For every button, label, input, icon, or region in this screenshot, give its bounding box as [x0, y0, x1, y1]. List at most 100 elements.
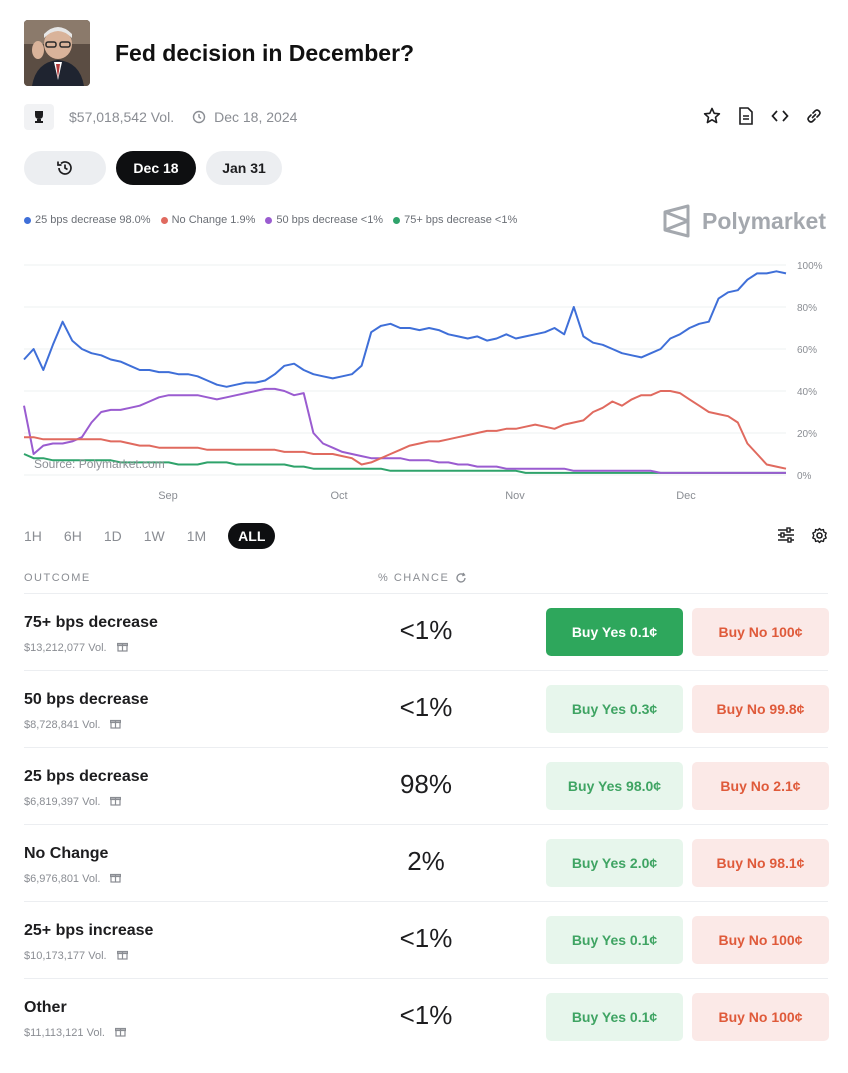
- outcome-volume: $13,212,077 Vol.: [24, 641, 128, 655]
- table-divider: [24, 670, 828, 671]
- document-icon[interactable]: [736, 106, 756, 126]
- outcome-row[interactable]: 25 bps decrease $6,819,397 Vol. 98% Buy …: [24, 748, 829, 824]
- outcome-row[interactable]: 25+ bps increase $10,173,177 Vol. <1% Bu…: [24, 902, 829, 978]
- chance-header-label: % CHANCE: [378, 572, 450, 584]
- refresh-icon[interactable]: [455, 572, 467, 584]
- sliders-icon[interactable]: [777, 527, 795, 549]
- market-title: Fed decision in December?: [115, 39, 415, 66]
- outcome-chance: <1%: [399, 692, 453, 722]
- legend-label: 50 bps decrease <1%: [276, 214, 384, 226]
- legend-label: 25 bps decrease 98.0%: [35, 214, 151, 226]
- legend-item: 25 bps decrease 98.0%: [24, 214, 151, 226]
- price-history-chart: 100% 80% 60% 40% 20% 0% Sep Oct Nov Dec: [23, 261, 823, 502]
- y-tick-label: 20%: [797, 429, 817, 440]
- y-tick-label: 80%: [797, 303, 817, 314]
- embed-code-icon[interactable]: [770, 106, 790, 126]
- outcome-chance: 98%: [399, 769, 453, 799]
- star-icon[interactable]: [702, 106, 722, 126]
- date-tabs: Dec 18 Jan 31: [24, 151, 282, 185]
- table-divider: [24, 747, 828, 748]
- table-divider: [24, 824, 828, 825]
- legend-dot: [393, 216, 401, 224]
- polymarket-logo-icon: [663, 204, 690, 238]
- link-icon[interactable]: [804, 106, 824, 126]
- outcome-row[interactable]: 75+ bps decrease $13,212,077 Vol. <1% Bu…: [24, 594, 829, 670]
- x-tick-label: Oct: [330, 490, 347, 502]
- x-tick-label: Dec: [676, 490, 696, 502]
- buy-yes-button[interactable]: Buy Yes 98.0¢: [546, 762, 683, 810]
- outcome-volume: $10,173,177 Vol.: [24, 949, 128, 963]
- legend-dot: [265, 216, 273, 224]
- brand-name: Polymarket: [702, 207, 827, 234]
- legend-dot: [24, 216, 31, 224]
- outcome-row[interactable]: 50 bps decrease $8,728,841 Vol. <1% Buy …: [24, 671, 829, 747]
- range-1w[interactable]: 1W: [143, 528, 165, 544]
- outcome-volume: $6,819,397 Vol.: [24, 795, 122, 809]
- chart-legend: 25 bps decrease 98.0% No Change 1.9% 50 …: [24, 214, 517, 226]
- y-tick-label: 60%: [797, 345, 817, 356]
- buy-no-button[interactable]: Buy No 99.8¢: [692, 685, 829, 733]
- buy-yes-button[interactable]: Buy Yes 0.1¢: [546, 993, 683, 1041]
- market-header: Fed decision in December?: [24, 20, 414, 86]
- legend-item: No Change 1.9%: [160, 214, 256, 226]
- outcome-column-header: OUTCOME: [24, 572, 91, 584]
- history-tab[interactable]: [24, 151, 106, 185]
- gift-icon: [116, 949, 128, 963]
- chart-source: Source: Polymarket.com: [34, 457, 165, 471]
- range-1d[interactable]: 1D: [103, 528, 122, 544]
- y-tick-label: 100%: [797, 261, 823, 272]
- y-tick-label: 40%: [797, 387, 817, 398]
- gear-icon[interactable]: [811, 527, 828, 549]
- x-tick-label: Nov: [505, 490, 525, 502]
- buy-no-button[interactable]: Buy No 2.1¢: [692, 762, 829, 810]
- range-1m[interactable]: 1M: [186, 528, 207, 544]
- legend-item: 75+ bps decrease <1%: [393, 214, 517, 226]
- range-1h[interactable]: 1H: [24, 528, 42, 544]
- table-divider: [24, 978, 828, 979]
- outcome-volume-text: $13,212,077 Vol.: [24, 642, 107, 654]
- buy-yes-button[interactable]: Buy Yes 0.1¢: [546, 916, 683, 964]
- table-divider: [24, 593, 828, 594]
- gift-icon: [110, 718, 122, 732]
- market-meta: $57,018,542 Vol. Dec 18, 2024: [24, 104, 824, 130]
- table-divider: [24, 901, 828, 902]
- y-tick-label: 0%: [797, 471, 812, 482]
- x-tick-label: Sep: [158, 490, 178, 502]
- outcome-volume-text: $11,113,121 Vol.: [24, 1027, 105, 1039]
- tab-dec-18[interactable]: Dec 18: [116, 151, 196, 185]
- buy-yes-button[interactable]: Buy Yes 0.3¢: [546, 685, 683, 733]
- buy-no-button[interactable]: Buy No 100¢: [692, 993, 829, 1041]
- range-6h[interactable]: 6H: [63, 528, 82, 544]
- outcome-volume: $11,113,121 Vol.: [24, 1026, 127, 1040]
- legend-label: No Change 1.9%: [171, 214, 256, 226]
- tab-jan-31[interactable]: Jan 31: [206, 151, 282, 185]
- outcome-name: 25 bps decrease: [24, 768, 149, 785]
- outcome-row[interactable]: Other $11,113,121 Vol. <1% Buy Yes 0.1¢ …: [24, 979, 829, 1055]
- outcome-row[interactable]: No Change $6,976,801 Vol. 2% Buy Yes 2.0…: [24, 825, 829, 901]
- outcome-name: 75+ bps decrease: [24, 614, 158, 631]
- outcome-name: 25+ bps increase: [24, 922, 154, 939]
- chance-column-header: % CHANCE: [378, 572, 467, 584]
- range-all[interactable]: ALL: [228, 523, 276, 549]
- market-avatar: [24, 20, 90, 86]
- outcome-volume-text: $6,976,801 Vol.: [24, 873, 101, 885]
- legend-item: 50 bps decrease <1%: [265, 214, 383, 226]
- outcome-chance: <1%: [399, 923, 453, 953]
- outcome-chance: 2%: [407, 846, 445, 876]
- clock-icon: [192, 110, 206, 124]
- series-line-no-change: [24, 390, 787, 470]
- outcome-volume: $6,976,801 Vol.: [24, 872, 122, 886]
- buy-no-button[interactable]: Buy No 100¢: [692, 916, 829, 964]
- gift-icon: [110, 795, 122, 809]
- series-line-25-bps-decrease: [23, 270, 787, 388]
- buy-yes-button[interactable]: Buy Yes 0.1¢: [546, 608, 683, 656]
- legend-dot: [160, 216, 168, 224]
- gift-icon: [110, 872, 122, 886]
- buy-no-button[interactable]: Buy No 98.1¢: [692, 839, 829, 887]
- buy-no-button[interactable]: Buy No 100¢: [692, 608, 829, 656]
- buy-yes-button[interactable]: Buy Yes 2.0¢: [546, 839, 683, 887]
- outcome-chance: <1%: [399, 615, 453, 645]
- series-line-50-bps-decrease: [23, 387, 786, 474]
- gift-icon: [116, 641, 128, 655]
- outcome-volume-text: $10,173,177 Vol.: [24, 950, 107, 962]
